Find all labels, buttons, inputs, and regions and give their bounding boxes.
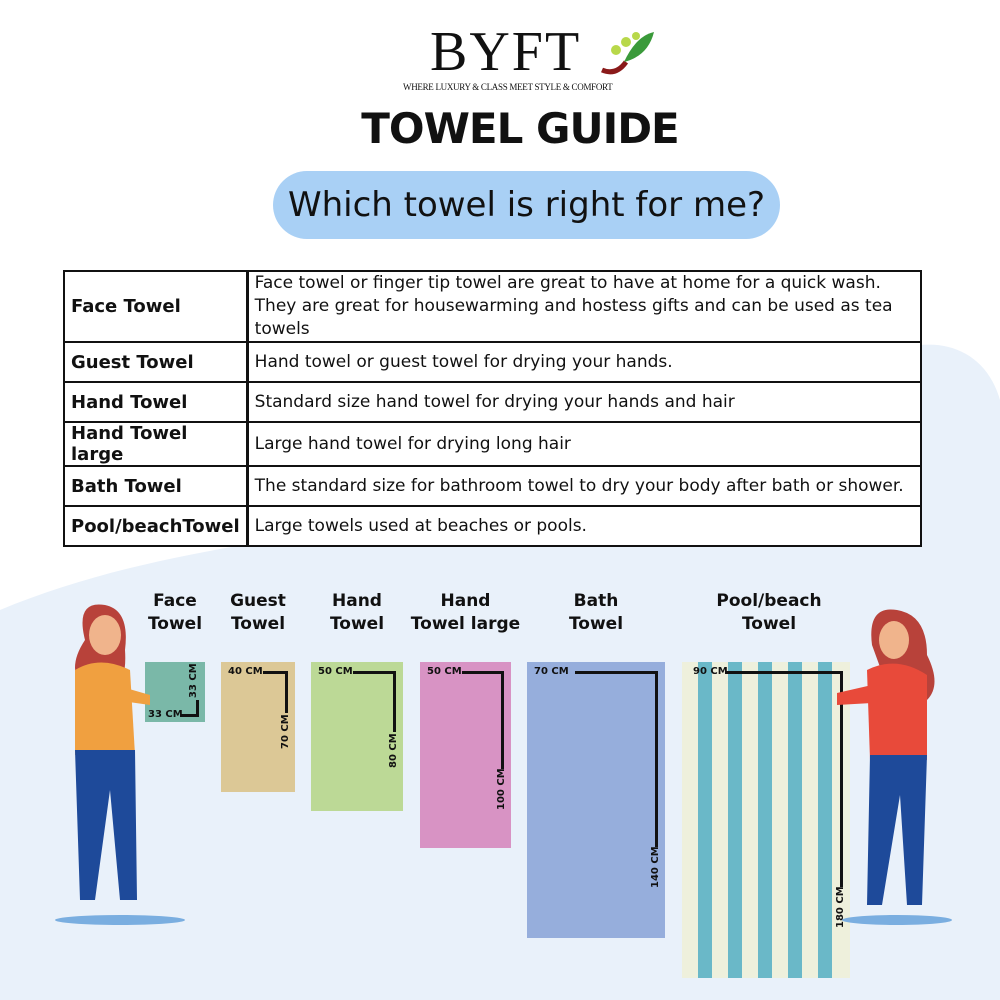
table-row: Bath Towel The standard size for bathroom… [62,465,922,507]
towel-name: Bath Towel [62,465,249,507]
towel-name: Face Towel [62,270,249,343]
towel-swatch [221,662,295,792]
width-label: 70 CM [534,666,569,677]
dimension-line [353,671,396,674]
towel-name: Hand Towel large [62,421,249,467]
desc-line: They are great for housewarming and host… [254,296,893,339]
height-label: 70 CM [280,714,291,749]
height-label: 140 CM [650,846,661,888]
towel-label: Pool/beach Towel [704,590,834,636]
width-label: 50 CM [318,666,353,677]
table-row: Face Towel Face towel or finger tip towel… [62,270,922,343]
towel-label-line: Towel [741,614,797,634]
towel-label: Hand Towel large [401,590,531,636]
subtitle-pill: Which towel is right for me? [273,171,780,239]
towel-description: Large towels used at beaches or pools. [246,505,922,547]
table-row: Guest Towel Hand towel or guest towel for… [62,341,922,383]
towel-label-line: Towel large [410,614,521,634]
towel-stripe [758,662,772,978]
towel-label-line: Pool/beach [716,591,822,611]
dimension-line [263,671,288,674]
towel-table: Face Towel Face towel or finger tip towel… [62,270,922,547]
width-label: 90 CM [693,666,728,677]
towel-label: Face Towel [110,590,240,636]
towel-name: Guest Towel [62,341,249,383]
woman-right-illustration [837,609,952,925]
towel-label-line: Towel [568,614,624,634]
table-row: Hand Towel Standard size hand towel for d… [62,381,922,423]
dimension-line [501,671,504,769]
dimension-line [462,671,504,674]
height-label: 100 CM [496,768,507,810]
towel-name: Pool/beachTowel [62,505,249,547]
towel-label: Hand Towel [292,590,422,636]
towel-description: Face towel or finger tip towel are great… [246,270,922,343]
woman-left-illustration [55,604,185,925]
towel-description: The standard size for bathroom towel to … [246,465,922,507]
towel-stripe [818,662,832,978]
towel-swatch [145,662,205,722]
brand-logo: BYFT [430,21,582,83]
towel-label-line: Towel [329,614,385,634]
dimension-line [285,671,288,713]
towel-swatch [682,662,850,978]
towel-label-line: Guest [230,591,286,611]
towel-description: Standard size hand towel for drying your… [246,381,922,423]
towel-label: Guest Towel [193,590,323,636]
towel-label-line: Hand [332,591,382,611]
leaf-logo-icon [601,32,654,75]
towel-stripe [698,662,712,978]
table-row: Hand Towel large Large hand towel for dry… [62,421,922,467]
towel-name: Hand Towel [62,381,249,423]
towel-label-line: Towel [230,614,286,634]
page-title: TOWEL GUIDE [361,104,680,153]
towel-label-line: Hand [440,591,491,611]
height-label: 80 CM [388,733,399,768]
towel-swatch [527,662,665,938]
dimension-line [840,671,843,887]
dimension-line [655,671,658,847]
width-label: 33 CM [148,709,183,720]
towel-swatch [420,662,511,848]
dimension-line [575,671,658,674]
width-label: 40 CM [228,666,263,677]
dimension-line [726,671,843,674]
towel-label: Bath Towel [531,590,661,636]
towel-description: Hand towel or guest towel for drying you… [246,341,922,383]
towel-label-line: Towel [147,614,203,634]
dimension-line [196,700,199,717]
width-label: 50 CM [427,666,462,677]
towel-stripe [788,662,802,978]
towel-swatch [311,662,403,811]
dimension-line [393,671,396,732]
desc-line: Face towel or finger tip towel are great… [254,273,881,293]
towel-stripe [728,662,742,978]
towel-label-line: Face [153,591,197,611]
brand-tagline: WHERE LUXURY & CLASS MEET STYLE & COMFOR… [403,82,613,92]
table-row: Pool/beachTowel Large towels used at beac… [62,505,922,547]
dimension-line [181,714,199,717]
towel-description: Large hand towel for drying long hair [246,421,922,467]
towel-label-line: Bath [573,591,619,611]
